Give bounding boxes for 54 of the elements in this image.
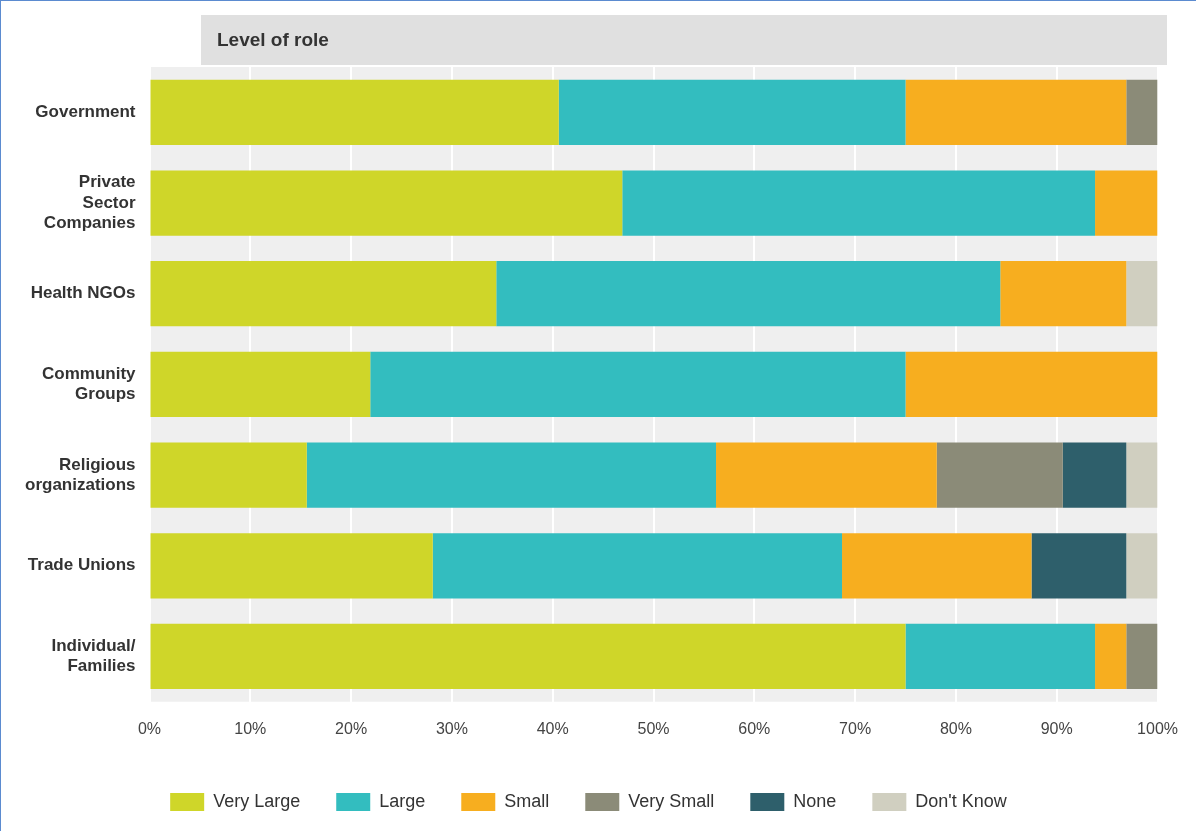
bar [905,79,1127,145]
bar [150,351,371,418]
bar [150,623,906,690]
x-tick-label: 0% [137,719,162,737]
bar [150,170,623,236]
bar [1095,623,1127,690]
bar [150,442,307,508]
bar [150,533,433,599]
legend-label: Very Large [213,790,301,811]
legend-label: Large [379,790,426,811]
y-tick-label: Trade Unions [27,555,136,575]
bar [1126,623,1158,690]
legend-label: Small [504,790,550,811]
legend-label: None [793,790,837,811]
x-tick-label: 60% [738,719,771,737]
chart-title: Level of role [201,15,1167,65]
bar [1031,533,1127,599]
x-tick-label: 80% [939,719,972,737]
x-tick-label: 10% [234,719,267,737]
y-tick-label: Health NGOs [30,283,136,303]
x-tick-label: 30% [435,719,468,737]
bar [1126,79,1158,145]
bar [432,533,843,599]
bar [842,533,1032,599]
bar [1126,261,1158,327]
x-tick-label: 50% [637,719,670,737]
legend-label: Don't Know [915,790,1008,811]
x-tick-label: 100% [1137,719,1178,737]
bar [370,351,906,418]
y-tick-label: Private Sector Companies [43,172,136,233]
bar [558,79,906,145]
bar [716,442,937,508]
x-tick-label: 70% [839,719,872,737]
bar [622,170,1096,236]
bar [905,351,1158,418]
legend-label: Very Small [628,790,715,811]
bar [905,623,1096,690]
y-tick-label: Religious organizations [24,454,136,494]
x-tick-label: 20% [335,719,368,737]
bar [1126,533,1158,599]
bar [1000,261,1127,327]
bar [1095,170,1158,236]
y-tick-label: Government [35,102,136,122]
x-tick-label: 40% [536,719,569,737]
y-tick-label: Individual/ Families [51,635,136,676]
bar [1062,442,1127,508]
bar [1126,442,1158,508]
bar [306,442,717,508]
bar [496,261,1001,327]
bar [150,261,497,327]
x-tick-label: 90% [1040,719,1073,737]
y-tick-label: Community Groups [42,363,137,404]
bar [936,442,1063,508]
bar [150,79,559,145]
